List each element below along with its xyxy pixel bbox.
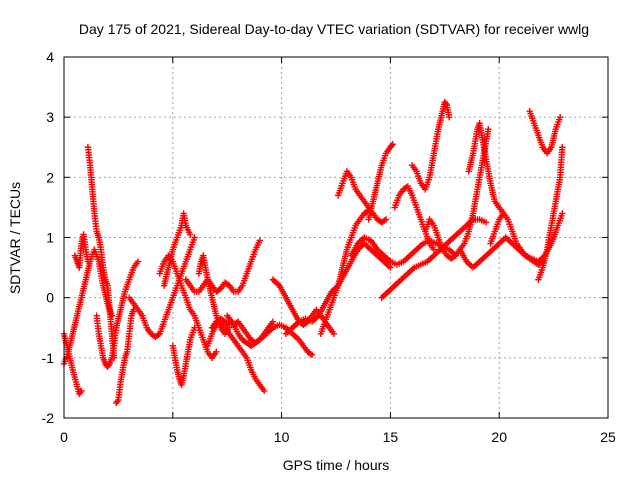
data-point <box>445 113 453 121</box>
series-track-18 <box>317 207 390 337</box>
y-tick-label: 2 <box>46 169 54 185</box>
data-points <box>60 98 566 407</box>
series-track-28 <box>487 210 546 268</box>
series-track-29 <box>526 107 564 157</box>
data-point <box>559 210 566 217</box>
series-track-11 <box>182 237 264 295</box>
data-point <box>84 258 92 265</box>
data-point <box>187 231 194 238</box>
data-point <box>559 144 566 151</box>
series-track-20 <box>365 141 396 223</box>
data-point <box>485 126 492 133</box>
data-point <box>556 113 564 121</box>
series-track-10 <box>169 324 198 389</box>
data-point <box>114 398 121 405</box>
data-point <box>256 237 264 244</box>
x-tick-label: 25 <box>600 429 616 445</box>
series-track-22 <box>378 216 490 301</box>
x-tick-label: 15 <box>383 429 399 445</box>
plot-frame <box>63 56 609 419</box>
data-point <box>191 234 198 241</box>
x-tick-labels: 0 5 10 15 20 25 <box>60 429 616 445</box>
y-tick-label: 1 <box>46 230 54 246</box>
series-track-08 <box>160 210 194 289</box>
series-track-24 <box>408 98 453 193</box>
series-track-12 <box>195 252 233 337</box>
data-point <box>269 318 277 325</box>
data-point <box>213 348 220 356</box>
data-point <box>260 387 268 395</box>
y-tick-label: 0 <box>46 290 54 306</box>
data-point <box>430 246 438 253</box>
data-point <box>382 216 390 223</box>
y-tick-label: -1 <box>42 350 55 366</box>
series-track-03 <box>71 231 92 271</box>
series-track-23 <box>391 183 438 253</box>
data-point <box>387 264 394 271</box>
grid-lines <box>64 57 608 418</box>
x-tick-label: 0 <box>60 429 68 445</box>
y-tick-label: -2 <box>42 410 55 426</box>
series-track-25 <box>422 126 492 262</box>
data-point <box>482 219 490 226</box>
data-point <box>134 258 142 265</box>
series-track-02 <box>60 246 116 368</box>
y-tick-labels: -2 -1 0 1 2 3 4 <box>42 49 55 426</box>
data-point <box>330 330 338 337</box>
x-tick-label: 5 <box>169 429 177 445</box>
series-track-19 <box>334 168 372 211</box>
x-axis-label: GPS time / hours <box>283 457 390 473</box>
series-track-17 <box>282 240 394 337</box>
x-tick-label: 20 <box>491 429 507 445</box>
series-track-09 <box>156 252 220 362</box>
data-point <box>191 324 198 331</box>
x-tick-label: 10 <box>274 429 290 445</box>
data-point <box>389 141 396 148</box>
data-point <box>78 387 85 395</box>
data-point <box>308 351 316 359</box>
series-track-05 <box>93 258 142 371</box>
series-track-30 <box>535 144 566 283</box>
y-tick-label: 4 <box>46 49 54 65</box>
series-track-26 <box>465 119 507 217</box>
series-track-06 <box>113 306 137 407</box>
series-track-07 <box>126 234 198 340</box>
chart-title: Day 175 of 2021, Sidereal Day-to-day VTE… <box>79 21 589 37</box>
y-axis-label: SDTVAR / TECUs <box>7 182 23 294</box>
y-tick-label: 3 <box>46 109 54 125</box>
